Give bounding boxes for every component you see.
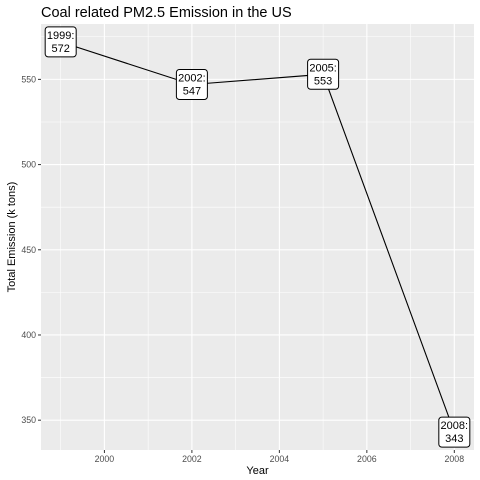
y-axis: 350 400 450 500 550 — [21, 74, 41, 425]
x-axis: 2000 2002 2004 2006 2008 — [95, 450, 465, 464]
y-axis-title: Total Emission (k tons) — [6, 182, 18, 293]
plot-panel — [41, 24, 474, 450]
data-label-2008: 2008:343 — [438, 416, 471, 448]
data-label-2002: 2002:547 — [175, 68, 208, 100]
data-label-box — [438, 416, 471, 448]
x-tick-label: 2006 — [357, 454, 377, 464]
data-label-year: 2008: — [441, 420, 469, 432]
data-label-year: 1999: — [47, 30, 75, 42]
data-label-2005: 2005:553 — [307, 58, 340, 90]
y-tick-label: 350 — [21, 415, 36, 425]
data-label-value: 553 — [314, 75, 332, 87]
y-tick-label: 400 — [21, 330, 36, 340]
x-tick-label: 2002 — [182, 454, 202, 464]
grid-minor-lines — [41, 24, 474, 450]
data-labels: 1999:572 2002:547 2005:553 2008:343 — [44, 26, 471, 448]
data-label-value: 343 — [445, 433, 463, 445]
x-axis-title: Year — [246, 465, 269, 477]
data-label-value: 547 — [183, 85, 201, 97]
data-label-year: 2002: — [178, 72, 206, 84]
y-tick-label: 550 — [21, 74, 36, 84]
x-tick-label: 2000 — [95, 454, 115, 464]
data-label-box — [44, 26, 77, 58]
data-label-1999: 1999:572 — [44, 26, 77, 58]
x-tick-label: 2008 — [445, 454, 465, 464]
y-tick-label: 500 — [21, 160, 36, 170]
chart-title: Coal related PM2.5 Emission in the US — [41, 5, 292, 21]
emission-line — [60, 41, 455, 433]
data-label-year: 2005: — [309, 62, 337, 74]
data-label-box — [175, 68, 208, 100]
x-tick-label: 2004 — [270, 454, 290, 464]
y-tick-label: 450 — [21, 245, 36, 255]
data-label-box — [307, 58, 340, 90]
emission-series — [60, 41, 455, 433]
data-label-value: 572 — [52, 43, 70, 55]
